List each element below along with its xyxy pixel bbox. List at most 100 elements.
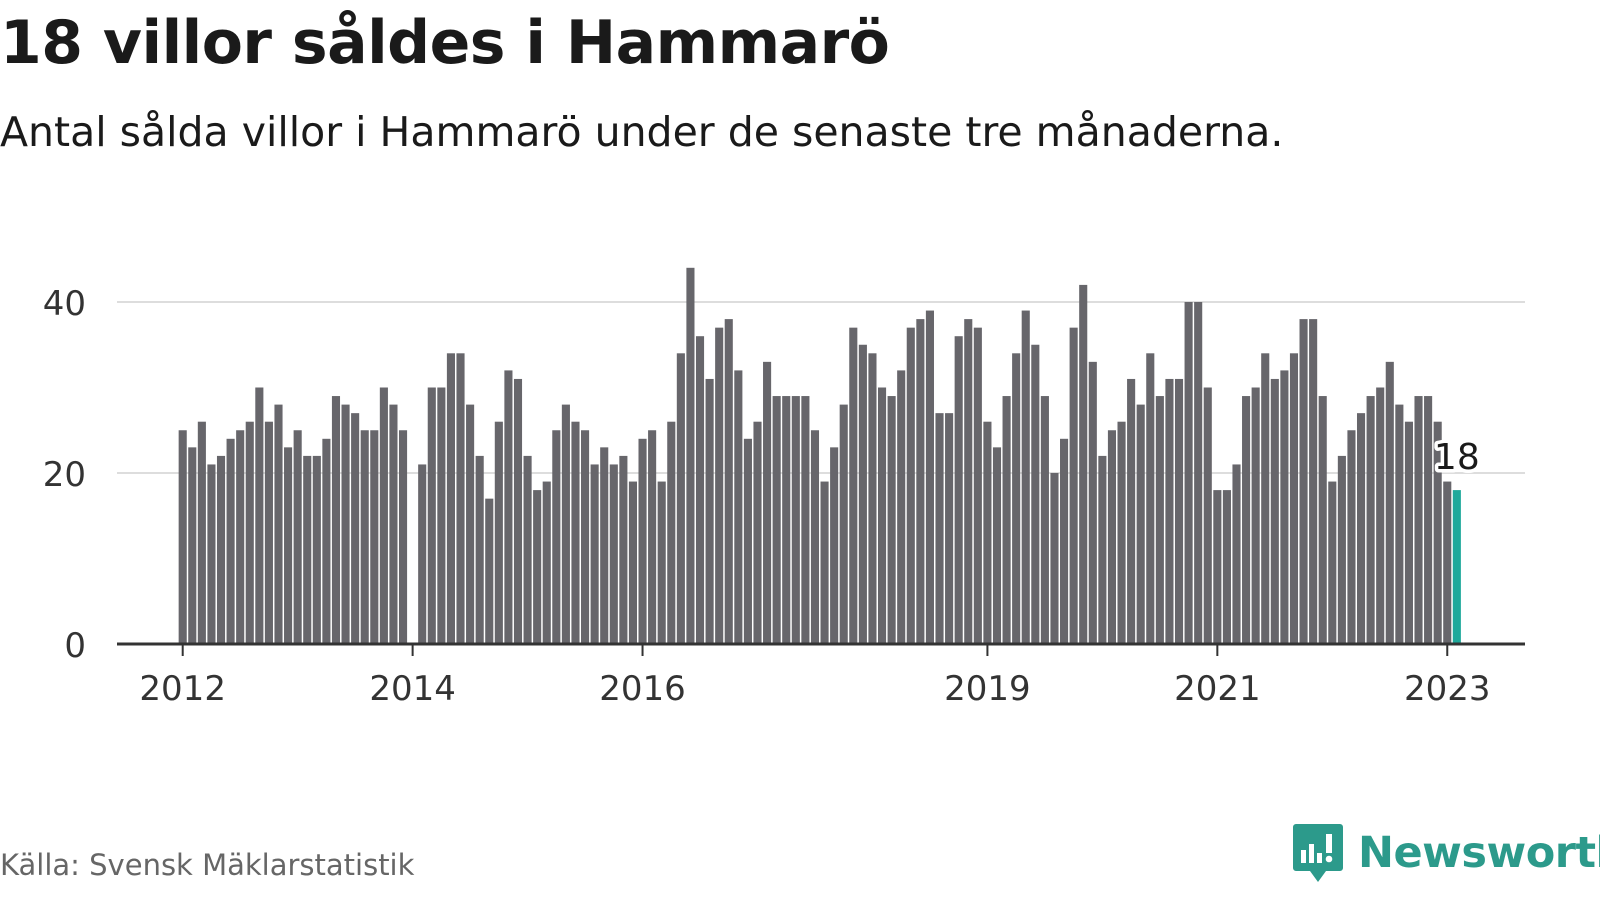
bar [245, 421, 254, 644]
chart-title: 18 villor såldes i Hammarö [0, 8, 890, 78]
bar [705, 378, 714, 644]
bar [877, 387, 887, 644]
bar [475, 455, 484, 644]
bar [1222, 490, 1231, 644]
y-tick-label: 0 [64, 626, 86, 666]
bar [1021, 310, 1030, 644]
bar-highlight [1452, 490, 1461, 644]
bar [983, 421, 992, 644]
bar [1424, 396, 1433, 644]
bar [992, 447, 1002, 644]
bar [945, 413, 954, 644]
bar [590, 464, 599, 644]
bar [398, 430, 408, 644]
bar [513, 378, 523, 644]
x-tick-label: 2016 [599, 669, 686, 709]
bar [293, 430, 302, 644]
bar [667, 421, 676, 644]
bar [1232, 464, 1241, 644]
bar [820, 481, 829, 644]
bar [255, 387, 264, 644]
bar [628, 481, 638, 644]
bar [236, 430, 245, 644]
bar [1251, 387, 1260, 644]
bar [1366, 396, 1375, 644]
bar [782, 396, 791, 644]
x-tick-label: 2021 [1174, 669, 1261, 709]
bar [216, 455, 226, 644]
bar [178, 430, 187, 644]
bar [600, 447, 609, 644]
bar [370, 430, 379, 644]
x-tick-label: 2023 [1404, 669, 1491, 709]
bar [1280, 370, 1289, 644]
bar [849, 327, 858, 644]
bar [753, 421, 762, 644]
bar-chart: 0 20 40 2012 2014 2016 2019 2021 2023 18 [43, 267, 1525, 709]
bar [1376, 387, 1385, 644]
x-tick-label: 2019 [944, 669, 1031, 709]
bars [178, 267, 1461, 644]
bar [657, 481, 666, 644]
bar [686, 267, 695, 644]
brand-logo[interactable]: Newsworthy [1292, 822, 1600, 884]
y-tick-label: 40 [43, 284, 86, 324]
bar [715, 327, 724, 644]
bar [916, 319, 925, 644]
bar [1404, 421, 1413, 644]
bar [1098, 455, 1107, 644]
bar [1050, 473, 1059, 644]
bar [389, 404, 398, 644]
bar [638, 438, 647, 644]
source-note: Källa: Svensk Mäklarstatistik [0, 848, 415, 882]
bar [485, 498, 494, 644]
chart-subtitle: Antal sålda villor i Hammarö under de se… [0, 108, 1284, 156]
bar [561, 404, 570, 644]
bar [954, 336, 963, 644]
bar [533, 490, 542, 644]
bar [839, 404, 848, 644]
axes [117, 642, 1525, 656]
bar [734, 370, 743, 644]
bar [1040, 396, 1049, 644]
bar [188, 447, 197, 644]
bar [772, 396, 781, 644]
bar [274, 404, 283, 644]
bar [341, 404, 350, 644]
bar [542, 481, 551, 644]
bar [887, 396, 896, 644]
bar [1069, 327, 1078, 644]
bar [763, 361, 772, 644]
bar [1356, 413, 1366, 644]
bar [1270, 378, 1279, 644]
bar [207, 464, 216, 644]
bar [830, 447, 839, 644]
bar [1395, 404, 1404, 644]
bar [1213, 490, 1222, 644]
bar [331, 396, 341, 644]
bar [1328, 481, 1337, 644]
bar [1299, 319, 1308, 644]
bar [523, 455, 532, 644]
bar [868, 353, 877, 644]
bar [906, 327, 915, 644]
bar [418, 464, 427, 644]
bar [1127, 378, 1136, 644]
bar [1337, 455, 1346, 644]
bar [1146, 353, 1155, 644]
bar [504, 370, 513, 644]
x-tick-label: 2014 [369, 669, 456, 709]
bar [494, 421, 503, 644]
bar [1385, 361, 1394, 644]
bar [1002, 396, 1011, 644]
labels: 0 20 40 2012 2014 2016 2019 2021 2023 18 [43, 284, 1491, 709]
bar [1242, 396, 1251, 644]
bar [609, 464, 618, 644]
x-tick-label: 2012 [139, 669, 226, 709]
bar [1347, 430, 1356, 644]
bar [648, 430, 657, 644]
bar [1433, 421, 1442, 644]
bar [1060, 438, 1069, 644]
bar [1203, 387, 1212, 644]
bar [264, 421, 273, 644]
